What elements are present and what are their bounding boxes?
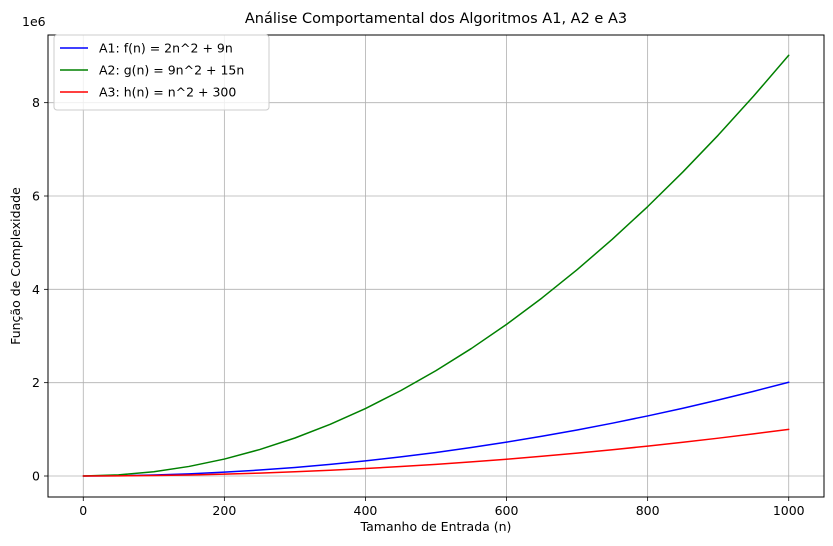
plot-area	[48, 35, 824, 497]
x-tick-label: 600	[495, 503, 519, 518]
x-tick-label: 1000	[773, 503, 805, 518]
y-axis-label: Função de Complexidade	[8, 187, 23, 345]
y-tick-label: 8	[32, 95, 40, 110]
series-line-1	[82, 381, 790, 477]
y-tick-label: 0	[32, 469, 40, 484]
plot-frame	[47, 34, 825, 498]
y-tick-label: 4	[32, 282, 40, 297]
y-axis-ticks: 0 2 4 6 8	[32, 95, 48, 484]
series-lines	[82, 54, 790, 477]
series-line-2	[82, 54, 790, 477]
x-axis-ticks: 0 200 400 600 800 1000	[79, 497, 805, 518]
legend: A1: f(n) = 2n^2 + 9n A2: g(n) = 9n^2 + 15…	[53, 34, 270, 111]
chart-title: Análise Comportamental dos Algoritmos A1…	[245, 11, 627, 27]
legend-box	[53, 34, 270, 111]
x-tick-label: 800	[636, 503, 660, 518]
x-axis-label: Tamanho de Entrada (n)	[360, 519, 512, 534]
x-tick-label: 200	[212, 503, 236, 518]
legend-label-2: A2: g(n) = 9n^2 + 15n	[99, 63, 244, 78]
x-tick-label: 0	[79, 503, 87, 518]
legend-label-1: A1: f(n) = 2n^2 + 9n	[99, 41, 233, 56]
grid-lines	[48, 35, 824, 497]
y-tick-label: 2	[32, 375, 40, 390]
x-tick-label: 400	[354, 503, 378, 518]
legend-label-3: A3: h(n) = n^2 + 300	[99, 85, 236, 100]
y-axis-offset-text: 1e6	[22, 14, 46, 29]
y-tick-label: 6	[32, 189, 40, 204]
series-line-3	[82, 428, 790, 477]
